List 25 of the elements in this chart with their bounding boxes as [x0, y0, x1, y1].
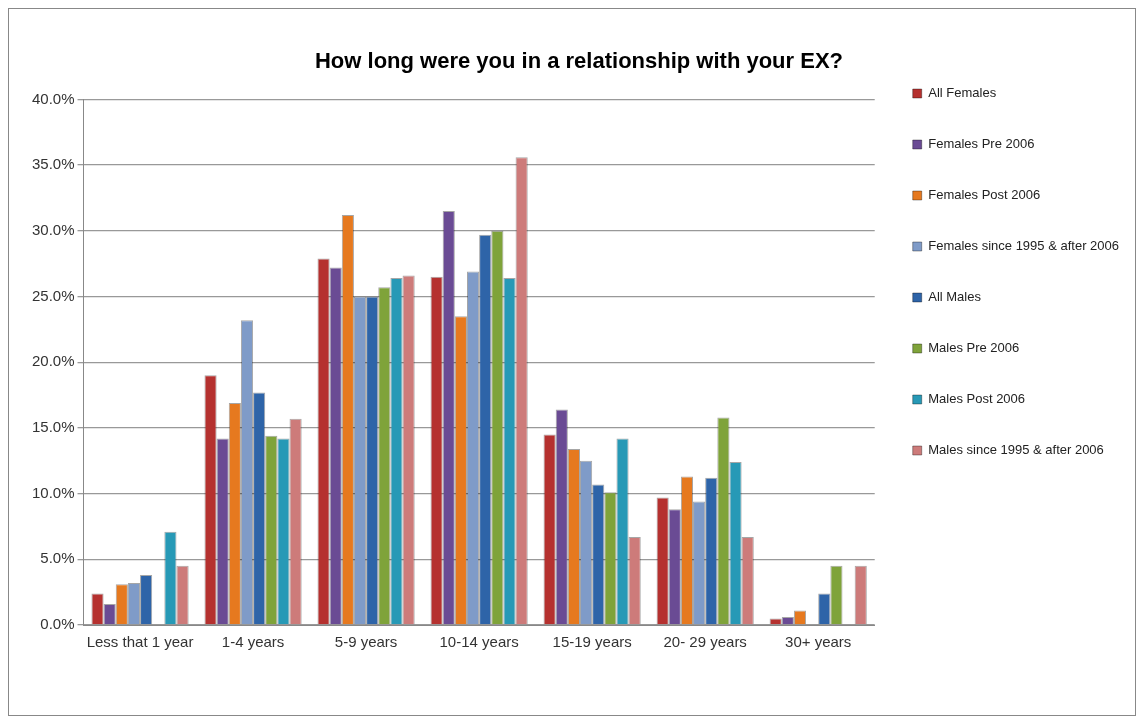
legend-label: Males Post 2006 [928, 391, 1026, 407]
y-tick-label: 15.0% [31, 418, 75, 436]
x-tick-label: 30+ years [785, 633, 852, 651]
legend-label: Females Post 2006 [928, 187, 1041, 203]
legend-label: Females since 1995 & after 2006 [928, 238, 1119, 254]
y-tick-label: 40.0% [31, 89, 75, 107]
x-tick-label: 10-14 years [439, 633, 519, 651]
legend-label: All Females [928, 85, 997, 101]
y-tick-label: 25.0% [31, 286, 75, 304]
chart-title: How long were you in a relationship with your EX? [314, 48, 844, 74]
legend-label: Males since 1995 & after 2006 [928, 442, 1104, 458]
y-tick-label: 5.0% [40, 549, 75, 567]
y-tick-label: 20.0% [31, 352, 75, 370]
x-tick-label: 20- 29 years [663, 633, 747, 651]
y-tick-label: 30.0% [31, 220, 75, 238]
legend-label: Males Pre 2006 [928, 340, 1020, 356]
x-tick-label: 15-19 years [552, 633, 632, 651]
x-tick-label: Less that 1 year [86, 633, 194, 651]
y-tick-label: 35.0% [31, 155, 75, 173]
legend-label: Females Pre 2006 [928, 136, 1035, 152]
y-tick-label: 10.0% [31, 483, 75, 501]
legend-label: All Males [928, 289, 982, 305]
x-tick-label: 1-4 years [221, 633, 285, 651]
y-tick-label: 0.0% [40, 615, 75, 633]
x-tick-label: 5-9 years [334, 633, 398, 651]
